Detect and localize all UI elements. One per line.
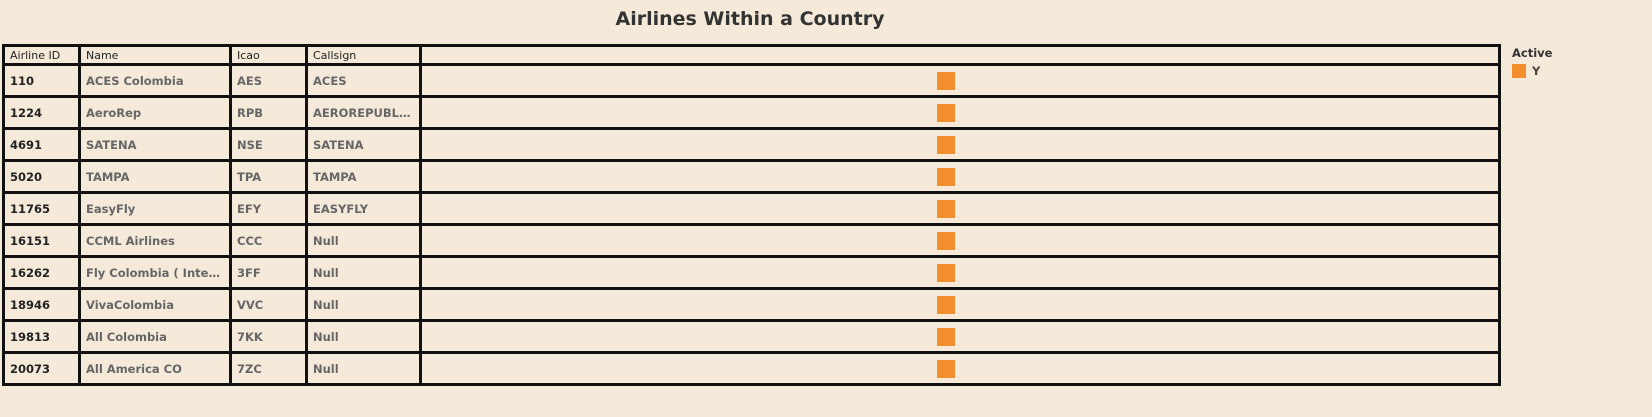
active-mark[interactable] [937,263,955,282]
airline-name-cell[interactable]: All Colombia [78,319,232,354]
airline-id-cell[interactable]: 16262 [2,255,81,290]
mark-cell [419,63,1501,98]
airline-id-cell[interactable]: 16151 [2,223,81,258]
column-header-mark [419,44,1501,66]
table-row[interactable]: 5020 TAMPA TPA TAMPA [2,159,1501,194]
mark-cell [419,191,1501,226]
callsign-cell[interactable]: Null [305,351,422,386]
airline-id-cell[interactable]: 19813 [2,319,81,354]
table-row[interactable]: 1224 AeroRep RPB AEROREPUBLICA [2,95,1501,130]
airline-id-cell[interactable]: 1224 [2,95,81,130]
mark-cell [419,95,1501,130]
callsign-cell[interactable]: EASYFLY [305,191,422,226]
icao-cell[interactable]: RPB [229,95,308,130]
active-mark[interactable] [937,295,955,314]
airline-name-cell[interactable]: AeroRep [78,95,232,130]
table-row[interactable]: 16151 CCML Airlines CCC Null [2,223,1501,258]
legend-title: Active [1512,46,1553,60]
active-mark[interactable] [937,135,955,154]
icao-cell[interactable]: AES [229,63,308,98]
icao-cell[interactable]: 7KK [229,319,308,354]
page-title: Airlines Within a Country [615,8,885,30]
airline-id-cell[interactable]: 4691 [2,127,81,162]
airline-name-cell[interactable]: EasyFly [78,191,232,226]
callsign-cell[interactable]: Null [305,223,422,258]
callsign-cell[interactable]: SATENA [305,127,422,162]
mark-cell [419,159,1501,194]
column-header-airline-id[interactable]: Airline ID [2,44,81,66]
mark-cell [419,127,1501,162]
mark-cell [419,287,1501,322]
mark-cell [419,223,1501,258]
legend-item[interactable]: Y [1512,64,1642,78]
callsign-cell[interactable]: Null [305,319,422,354]
icao-cell[interactable]: EFY [229,191,308,226]
table-body: 110 ACES Colombia AES ACES 1224 AeroRep RPB AER… [2,63,1501,386]
airline-name-cell[interactable]: SATENA [78,127,232,162]
mark-cell [419,255,1501,290]
callsign-cell[interactable]: AEROREPUBLICA [305,95,422,130]
icao-cell[interactable]: TPA [229,159,308,194]
active-mark[interactable] [937,199,955,218]
table-header-row: Airline ID Name Icao Callsign [2,44,1501,66]
table-row[interactable]: 20073 All America CO 7ZC Null [2,351,1501,386]
airline-id-cell[interactable]: 11765 [2,191,81,226]
callsign-cell[interactable]: TAMPA [305,159,422,194]
airline-name-cell[interactable]: CCML Airlines [78,223,232,258]
active-mark[interactable] [937,231,955,250]
icao-cell[interactable]: 3FF [229,255,308,290]
callsign-cell[interactable]: ACES [305,63,422,98]
icao-cell[interactable]: NSE [229,127,308,162]
airline-name-cell[interactable]: ACES Colombia [78,63,232,98]
active-mark[interactable] [937,103,955,122]
mark-cell [419,351,1501,386]
column-header-callsign[interactable]: Callsign [305,44,422,66]
legend-items: Y [1512,64,1642,78]
legend-swatch [1512,64,1526,78]
icao-cell[interactable]: CCC [229,223,308,258]
legend: Active Y [1512,46,1642,78]
callsign-cell[interactable]: Null [305,287,422,322]
callsign-cell[interactable]: Null [305,255,422,290]
airline-id-cell[interactable]: 5020 [2,159,81,194]
airline-id-cell[interactable]: 18946 [2,287,81,322]
icao-cell[interactable]: VVC [229,287,308,322]
table-row[interactable]: 4691 SATENA NSE SATENA [2,127,1501,162]
airline-name-cell[interactable]: VivaColombia [78,287,232,322]
table-row[interactable]: 18946 VivaColombia VVC Null [2,287,1501,322]
airline-id-cell[interactable]: 110 [2,63,81,98]
legend-label: Y [1532,64,1541,78]
airline-name-cell[interactable]: All America CO [78,351,232,386]
table-row[interactable]: 110 ACES Colombia AES ACES [2,63,1501,98]
column-header-name[interactable]: Name [78,44,232,66]
active-mark[interactable] [937,327,955,346]
mark-cell [419,319,1501,354]
table-row[interactable]: 11765 EasyFly EFY EASYFLY [2,191,1501,226]
table-row[interactable]: 19813 All Colombia 7KK Null [2,319,1501,354]
active-mark[interactable] [937,71,955,90]
airline-name-cell[interactable]: Fly Colombia ( Interliging .. [78,255,232,290]
active-mark[interactable] [937,359,955,378]
active-mark[interactable] [937,167,955,186]
column-header-icao[interactable]: Icao [229,44,308,66]
airlines-table: Airline ID Name Icao Callsign 110 ACES Co… [2,44,1501,386]
airline-name-cell[interactable]: TAMPA [78,159,232,194]
icao-cell[interactable]: 7ZC [229,351,308,386]
airline-id-cell[interactable]: 20073 [2,351,81,386]
